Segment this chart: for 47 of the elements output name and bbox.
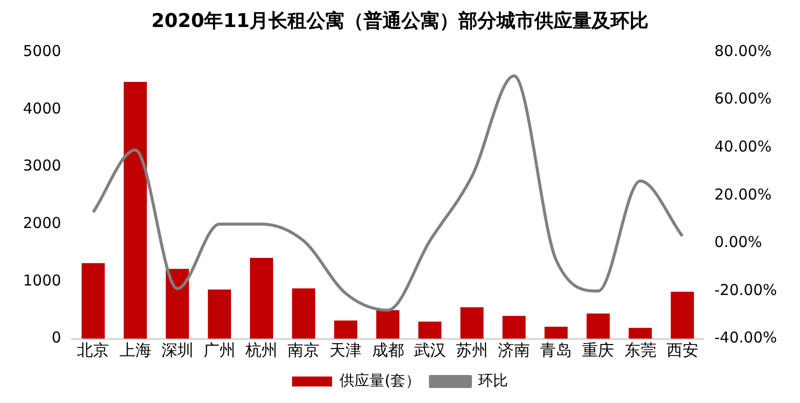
bar <box>208 289 232 339</box>
x-tick-label: 济南 <box>498 340 530 360</box>
y-tick-label: 2000 <box>22 214 62 232</box>
line-series <box>92 74 684 312</box>
y-tick-label: 0 <box>52 328 62 347</box>
legend-label: 供应量(套） <box>340 371 420 390</box>
y-tick-label: 3000 <box>22 156 62 175</box>
x-tick-label: 重庆 <box>582 340 614 360</box>
bar <box>166 268 189 339</box>
bar <box>292 288 316 339</box>
y2-tick-label: 60.00% <box>714 90 772 108</box>
bar <box>250 258 274 339</box>
y2-tick-label: -20.00% <box>714 280 777 299</box>
bar <box>544 326 568 339</box>
bar <box>124 82 147 339</box>
x-tick-label: 苏州 <box>456 340 488 360</box>
x-tick-label: 天津 <box>330 340 362 360</box>
y2-tick-label: 80.00% <box>714 42 772 60</box>
x-tick-label: 上海 <box>119 340 152 360</box>
x-tick-label: 成都 <box>372 340 404 360</box>
y-tick-label: 4000 <box>22 99 62 118</box>
y-tick-label: 5000 <box>22 42 62 60</box>
bar <box>670 292 694 339</box>
x-tick-label: 东莞 <box>624 340 656 360</box>
bar <box>376 310 400 339</box>
x-tick-label: 西安 <box>666 340 698 360</box>
bar <box>502 316 526 339</box>
legend-label: 环比 <box>478 371 508 390</box>
x-tick-label: 深圳 <box>161 340 194 360</box>
bar <box>460 307 484 339</box>
bar <box>628 328 652 339</box>
y2-tick-label: 0.00% <box>714 233 762 252</box>
bar <box>82 263 105 339</box>
bar <box>586 314 610 339</box>
y2-tick-label: 40.00% <box>714 137 772 156</box>
x-tick-label: 广州 <box>203 340 236 360</box>
y-tick-label: 1000 <box>22 271 62 290</box>
x-tick-label: 南京 <box>288 340 320 360</box>
bar <box>418 322 442 339</box>
chart-title: 2020年11月长租公寓（普通公寓）部分城市供应量及环比 <box>150 9 650 34</box>
x-tick-label: 北京 <box>77 340 110 360</box>
y2-tick-label: 20.00% <box>714 185 772 204</box>
bar <box>334 320 358 339</box>
x-tick-label: 青岛 <box>540 340 572 360</box>
y2-tick-label: -40.00% <box>714 328 777 347</box>
x-tick-label: 杭州 <box>244 340 278 360</box>
x-tick-label: 武汉 <box>414 340 446 360</box>
